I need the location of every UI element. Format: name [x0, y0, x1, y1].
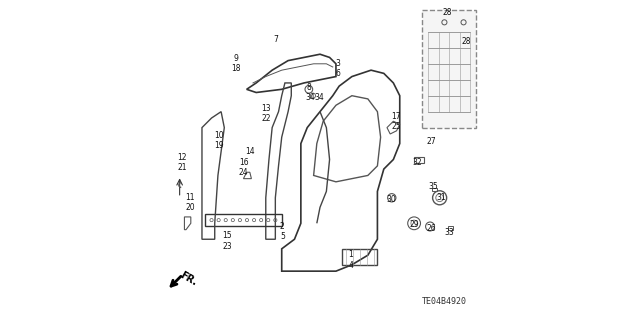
- Text: 11
20: 11 20: [185, 193, 195, 212]
- Bar: [431, 188, 437, 191]
- Text: 28: 28: [462, 37, 472, 46]
- Text: 31: 31: [436, 193, 445, 202]
- Text: 27: 27: [426, 137, 436, 146]
- Text: 17
25: 17 25: [391, 112, 401, 131]
- Text: FR.: FR.: [178, 270, 198, 288]
- Text: 30: 30: [387, 195, 396, 204]
- Text: 14: 14: [246, 147, 255, 156]
- Text: 29: 29: [410, 220, 420, 229]
- Text: 35: 35: [429, 182, 438, 191]
- Bar: [414, 157, 424, 163]
- Text: 7: 7: [273, 35, 278, 44]
- Text: 3
6: 3 6: [335, 59, 340, 78]
- Text: 15
23: 15 23: [223, 231, 232, 250]
- Text: 16
24: 16 24: [239, 158, 248, 177]
- Text: 28: 28: [443, 8, 452, 17]
- Text: 34: 34: [305, 93, 315, 102]
- Bar: [447, 226, 452, 230]
- Text: 33: 33: [444, 228, 454, 237]
- Text: 32: 32: [413, 158, 422, 167]
- Text: 12
21: 12 21: [177, 153, 187, 172]
- Text: 8: 8: [307, 83, 311, 92]
- Text: 2
5: 2 5: [280, 222, 285, 241]
- Text: TE04B4920: TE04B4920: [422, 297, 467, 306]
- Text: 26: 26: [427, 224, 436, 233]
- Text: 10
19: 10 19: [214, 131, 224, 150]
- Text: 34: 34: [314, 93, 324, 102]
- Text: 9
18: 9 18: [231, 54, 241, 73]
- Text: 13
22: 13 22: [261, 104, 271, 123]
- Bar: [422, 10, 476, 128]
- Text: 1
4: 1 4: [349, 250, 353, 270]
